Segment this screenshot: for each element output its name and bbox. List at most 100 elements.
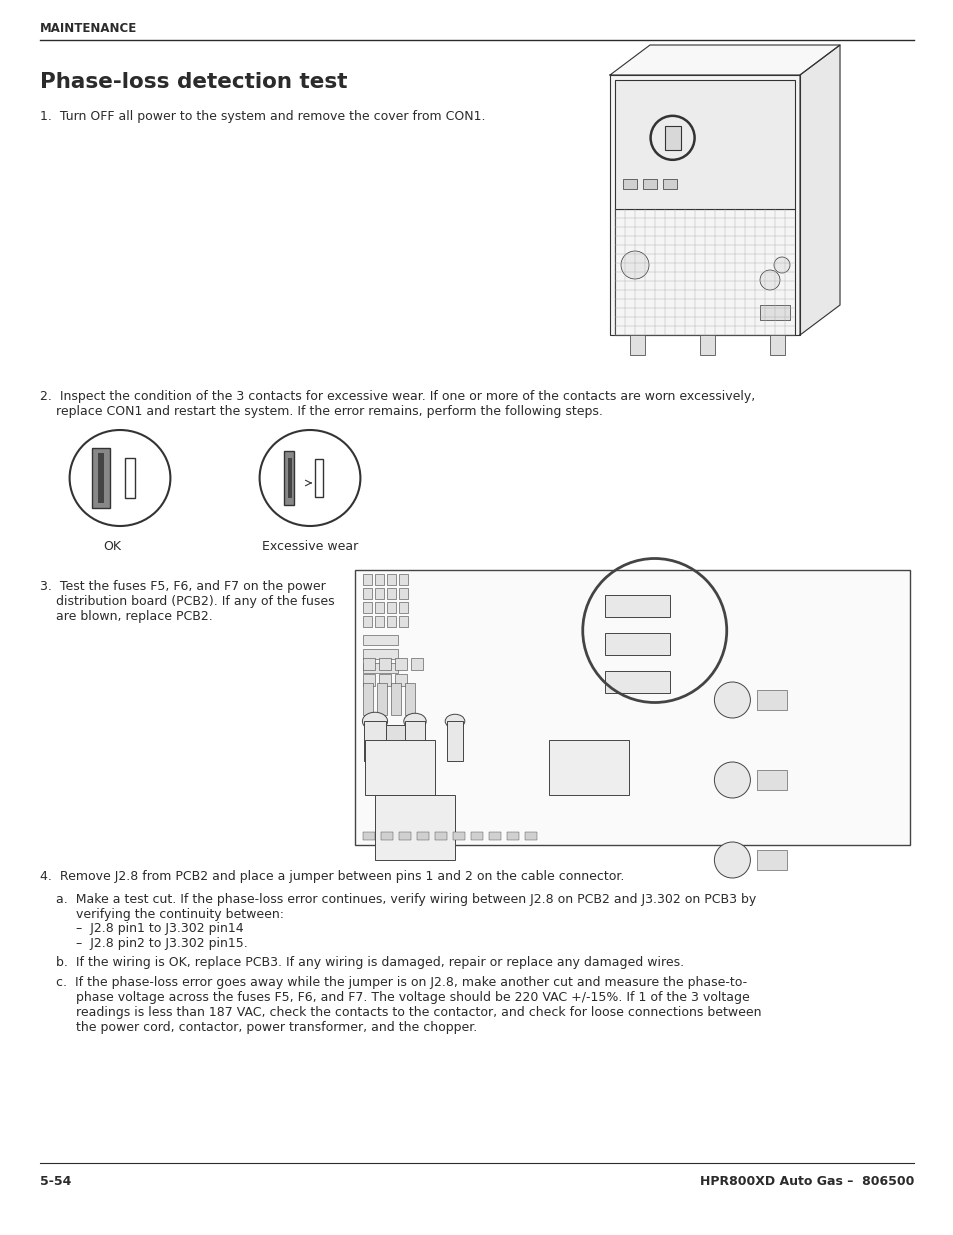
Bar <box>378 658 391 671</box>
Bar <box>363 601 372 613</box>
Text: are blown, replace PCB2.: are blown, replace PCB2. <box>40 610 213 622</box>
Text: distribution board (PCB2). If any of the fuses: distribution board (PCB2). If any of the… <box>40 595 335 608</box>
Text: 1.  Turn OFF all power to the system and remove the cover from CON1.: 1. Turn OFF all power to the system and … <box>40 110 485 124</box>
Bar <box>629 335 644 354</box>
Bar <box>398 832 411 840</box>
Bar <box>398 588 408 599</box>
Circle shape <box>714 762 750 798</box>
Text: 3.  Test the fuses F5, F6, and F7 on the power: 3. Test the fuses F5, F6, and F7 on the … <box>40 580 325 593</box>
Text: c.  If the phase-loss error goes away while the jumper is on J2.8, make another : c. If the phase-loss error goes away whi… <box>40 976 746 989</box>
Text: 5-54: 5-54 <box>40 1174 71 1188</box>
Bar <box>363 635 397 645</box>
Bar <box>288 458 292 498</box>
Bar <box>489 832 500 840</box>
Bar <box>700 335 714 354</box>
Text: replace CON1 and restart the system. If the error remains, perform the following: replace CON1 and restart the system. If … <box>40 405 602 417</box>
Bar <box>757 850 786 869</box>
Bar <box>398 574 408 585</box>
Bar <box>453 832 464 840</box>
Bar <box>642 179 657 189</box>
Circle shape <box>773 257 789 273</box>
Text: b.  If the wiring is OK, replace PCB3. If any wiring is damaged, repair or repla: b. If the wiring is OK, replace PCB3. If… <box>40 956 683 969</box>
Bar <box>363 588 372 599</box>
Bar <box>411 658 422 671</box>
Ellipse shape <box>259 430 360 526</box>
Bar <box>364 721 385 761</box>
Text: Phase-loss detection test: Phase-loss detection test <box>40 72 347 91</box>
Circle shape <box>714 842 750 878</box>
Bar <box>416 832 429 840</box>
Bar <box>365 740 435 795</box>
Ellipse shape <box>445 714 464 729</box>
Bar <box>664 126 679 149</box>
Bar <box>284 451 294 505</box>
Bar <box>363 683 373 715</box>
Bar <box>398 616 408 627</box>
Bar <box>405 683 415 715</box>
Bar <box>375 574 384 585</box>
Bar <box>395 674 407 685</box>
Bar <box>471 832 482 840</box>
Bar <box>375 795 455 860</box>
Bar <box>769 335 784 354</box>
Bar <box>387 574 395 585</box>
Bar <box>549 740 629 795</box>
Text: 4.  Remove J2.8 from PCB2 and place a jumper between pins 1 and 2 on the cable c: 4. Remove J2.8 from PCB2 and place a jum… <box>40 869 623 883</box>
Ellipse shape <box>362 713 387 730</box>
Bar <box>375 616 384 627</box>
Circle shape <box>714 682 750 718</box>
Circle shape <box>620 251 648 279</box>
Bar <box>398 601 408 613</box>
Bar <box>355 571 909 845</box>
FancyBboxPatch shape <box>609 75 800 335</box>
Bar <box>363 663 397 673</box>
Bar <box>604 595 669 618</box>
Bar <box>314 459 323 496</box>
Bar <box>395 658 407 671</box>
Bar <box>446 721 463 761</box>
Text: Excessive wear: Excessive wear <box>262 540 357 553</box>
Bar <box>380 832 393 840</box>
FancyBboxPatch shape <box>615 80 794 209</box>
Bar <box>367 725 412 781</box>
Bar <box>760 305 789 320</box>
Text: HPR800XD Auto Gas –  806500: HPR800XD Auto Gas – 806500 <box>699 1174 913 1188</box>
Bar <box>506 832 518 840</box>
Polygon shape <box>800 44 840 335</box>
Bar <box>405 721 424 761</box>
Bar <box>363 832 375 840</box>
Bar <box>376 683 387 715</box>
Bar <box>622 179 637 189</box>
Bar <box>91 448 110 508</box>
Ellipse shape <box>403 714 426 729</box>
Bar <box>662 179 677 189</box>
Bar <box>604 671 669 693</box>
Text: a.  Make a test cut. If the phase-loss error continues, verify wiring between J2: a. Make a test cut. If the phase-loss er… <box>40 893 756 906</box>
Text: 2.  Inspect the condition of the 3 contacts for excessive wear. If one or more o: 2. Inspect the condition of the 3 contac… <box>40 390 755 403</box>
Text: the power cord, contactor, power transformer, and the chopper.: the power cord, contactor, power transfo… <box>40 1021 476 1034</box>
Bar <box>757 769 786 790</box>
Polygon shape <box>609 44 840 75</box>
Ellipse shape <box>70 430 171 526</box>
Bar <box>378 674 391 685</box>
Bar <box>363 650 397 659</box>
Text: –  J2.8 pin1 to J3.302 pin14: – J2.8 pin1 to J3.302 pin14 <box>40 923 243 935</box>
Bar <box>363 574 372 585</box>
Bar <box>391 683 400 715</box>
Bar <box>387 601 395 613</box>
Bar <box>435 832 447 840</box>
Text: phase voltage across the fuses F5, F6, and F7. The voltage should be 220 VAC +/-: phase voltage across the fuses F5, F6, a… <box>40 990 749 1004</box>
Bar <box>524 832 537 840</box>
Bar <box>757 690 786 710</box>
Circle shape <box>760 270 780 290</box>
Bar <box>363 658 375 671</box>
Bar <box>363 674 375 685</box>
Bar <box>375 601 384 613</box>
Bar <box>98 453 104 503</box>
Text: readings is less than 187 VAC, check the contacts to the contactor, and check fo: readings is less than 187 VAC, check the… <box>40 1007 760 1019</box>
Bar <box>387 588 395 599</box>
Text: OK: OK <box>103 540 121 553</box>
Text: MAINTENANCE: MAINTENANCE <box>40 21 137 35</box>
Text: verifying the continuity between:: verifying the continuity between: <box>40 908 284 921</box>
Bar <box>387 616 395 627</box>
